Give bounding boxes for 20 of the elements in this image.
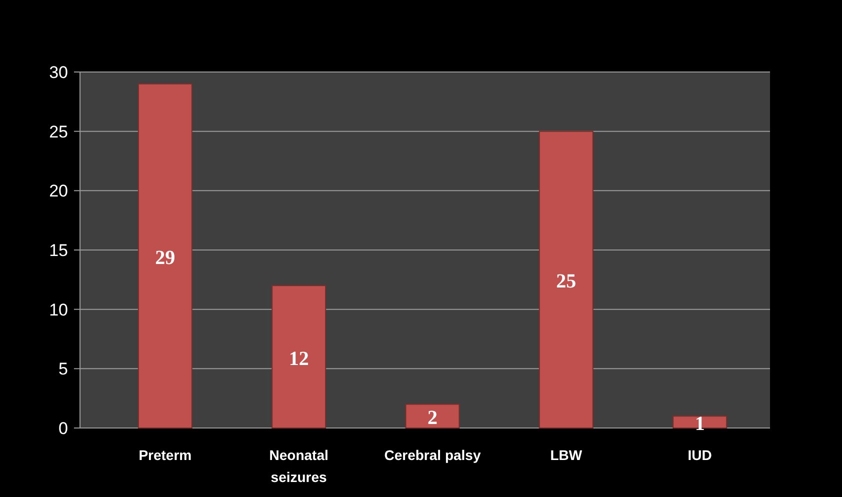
bar [538, 130, 594, 428]
data-label: 29 [155, 246, 176, 269]
data-label: 25 [556, 270, 576, 293]
x-tick-label: IUD [688, 447, 712, 463]
y-tick-label: 15 [49, 241, 68, 260]
data-label: 12 [288, 348, 309, 370]
y-tick-label: 20 [49, 182, 68, 201]
bar [272, 285, 326, 428]
x-tick-label: Preterm [138, 447, 192, 463]
y-tick-label: 10 [49, 300, 68, 320]
x-tick-label: Neonatal seizures [269, 447, 328, 485]
bar [405, 404, 460, 428]
x-tick-label: Cerebral palsy [384, 447, 481, 463]
y-tick-label: 5 [58, 360, 68, 379]
y-tick-label: 0 [58, 419, 68, 438]
y-tick-label: 30 [49, 63, 68, 82]
data-label: 2 [428, 407, 438, 430]
bar [138, 83, 192, 428]
y-tick-label: 25 [49, 122, 68, 142]
x-tick-label: LBW [550, 447, 583, 463]
